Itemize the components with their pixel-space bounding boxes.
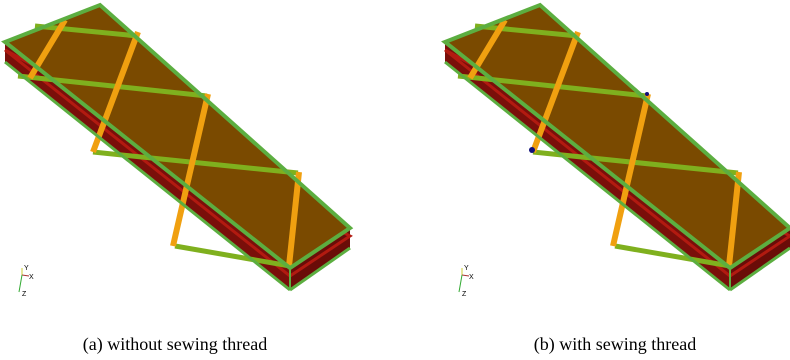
figure: Y X Z (a) without sewing thread Y X Z (b… [0,0,790,360]
axis-x [22,275,29,276]
axis-label: X [29,274,34,281]
axis-z [459,275,462,292]
caption: (b) with sewing thread [534,334,696,355]
axis-label: Y [24,265,29,272]
thread-node [645,92,649,96]
caption: (a) without sewing thread [83,334,267,355]
axis-label: Z [462,291,467,298]
axis-label: Y [464,265,469,272]
render-a [5,5,350,290]
axis-label: X [469,274,474,281]
render-b [445,5,790,290]
axis-x [462,275,469,276]
panel-b: Y X Z (b) with sewing thread [445,5,790,355]
axis-z [19,275,22,292]
panel-a: Y X Z (a) without sewing thread [5,5,350,355]
thread-node [529,147,535,153]
axis-label: Z [22,291,27,298]
